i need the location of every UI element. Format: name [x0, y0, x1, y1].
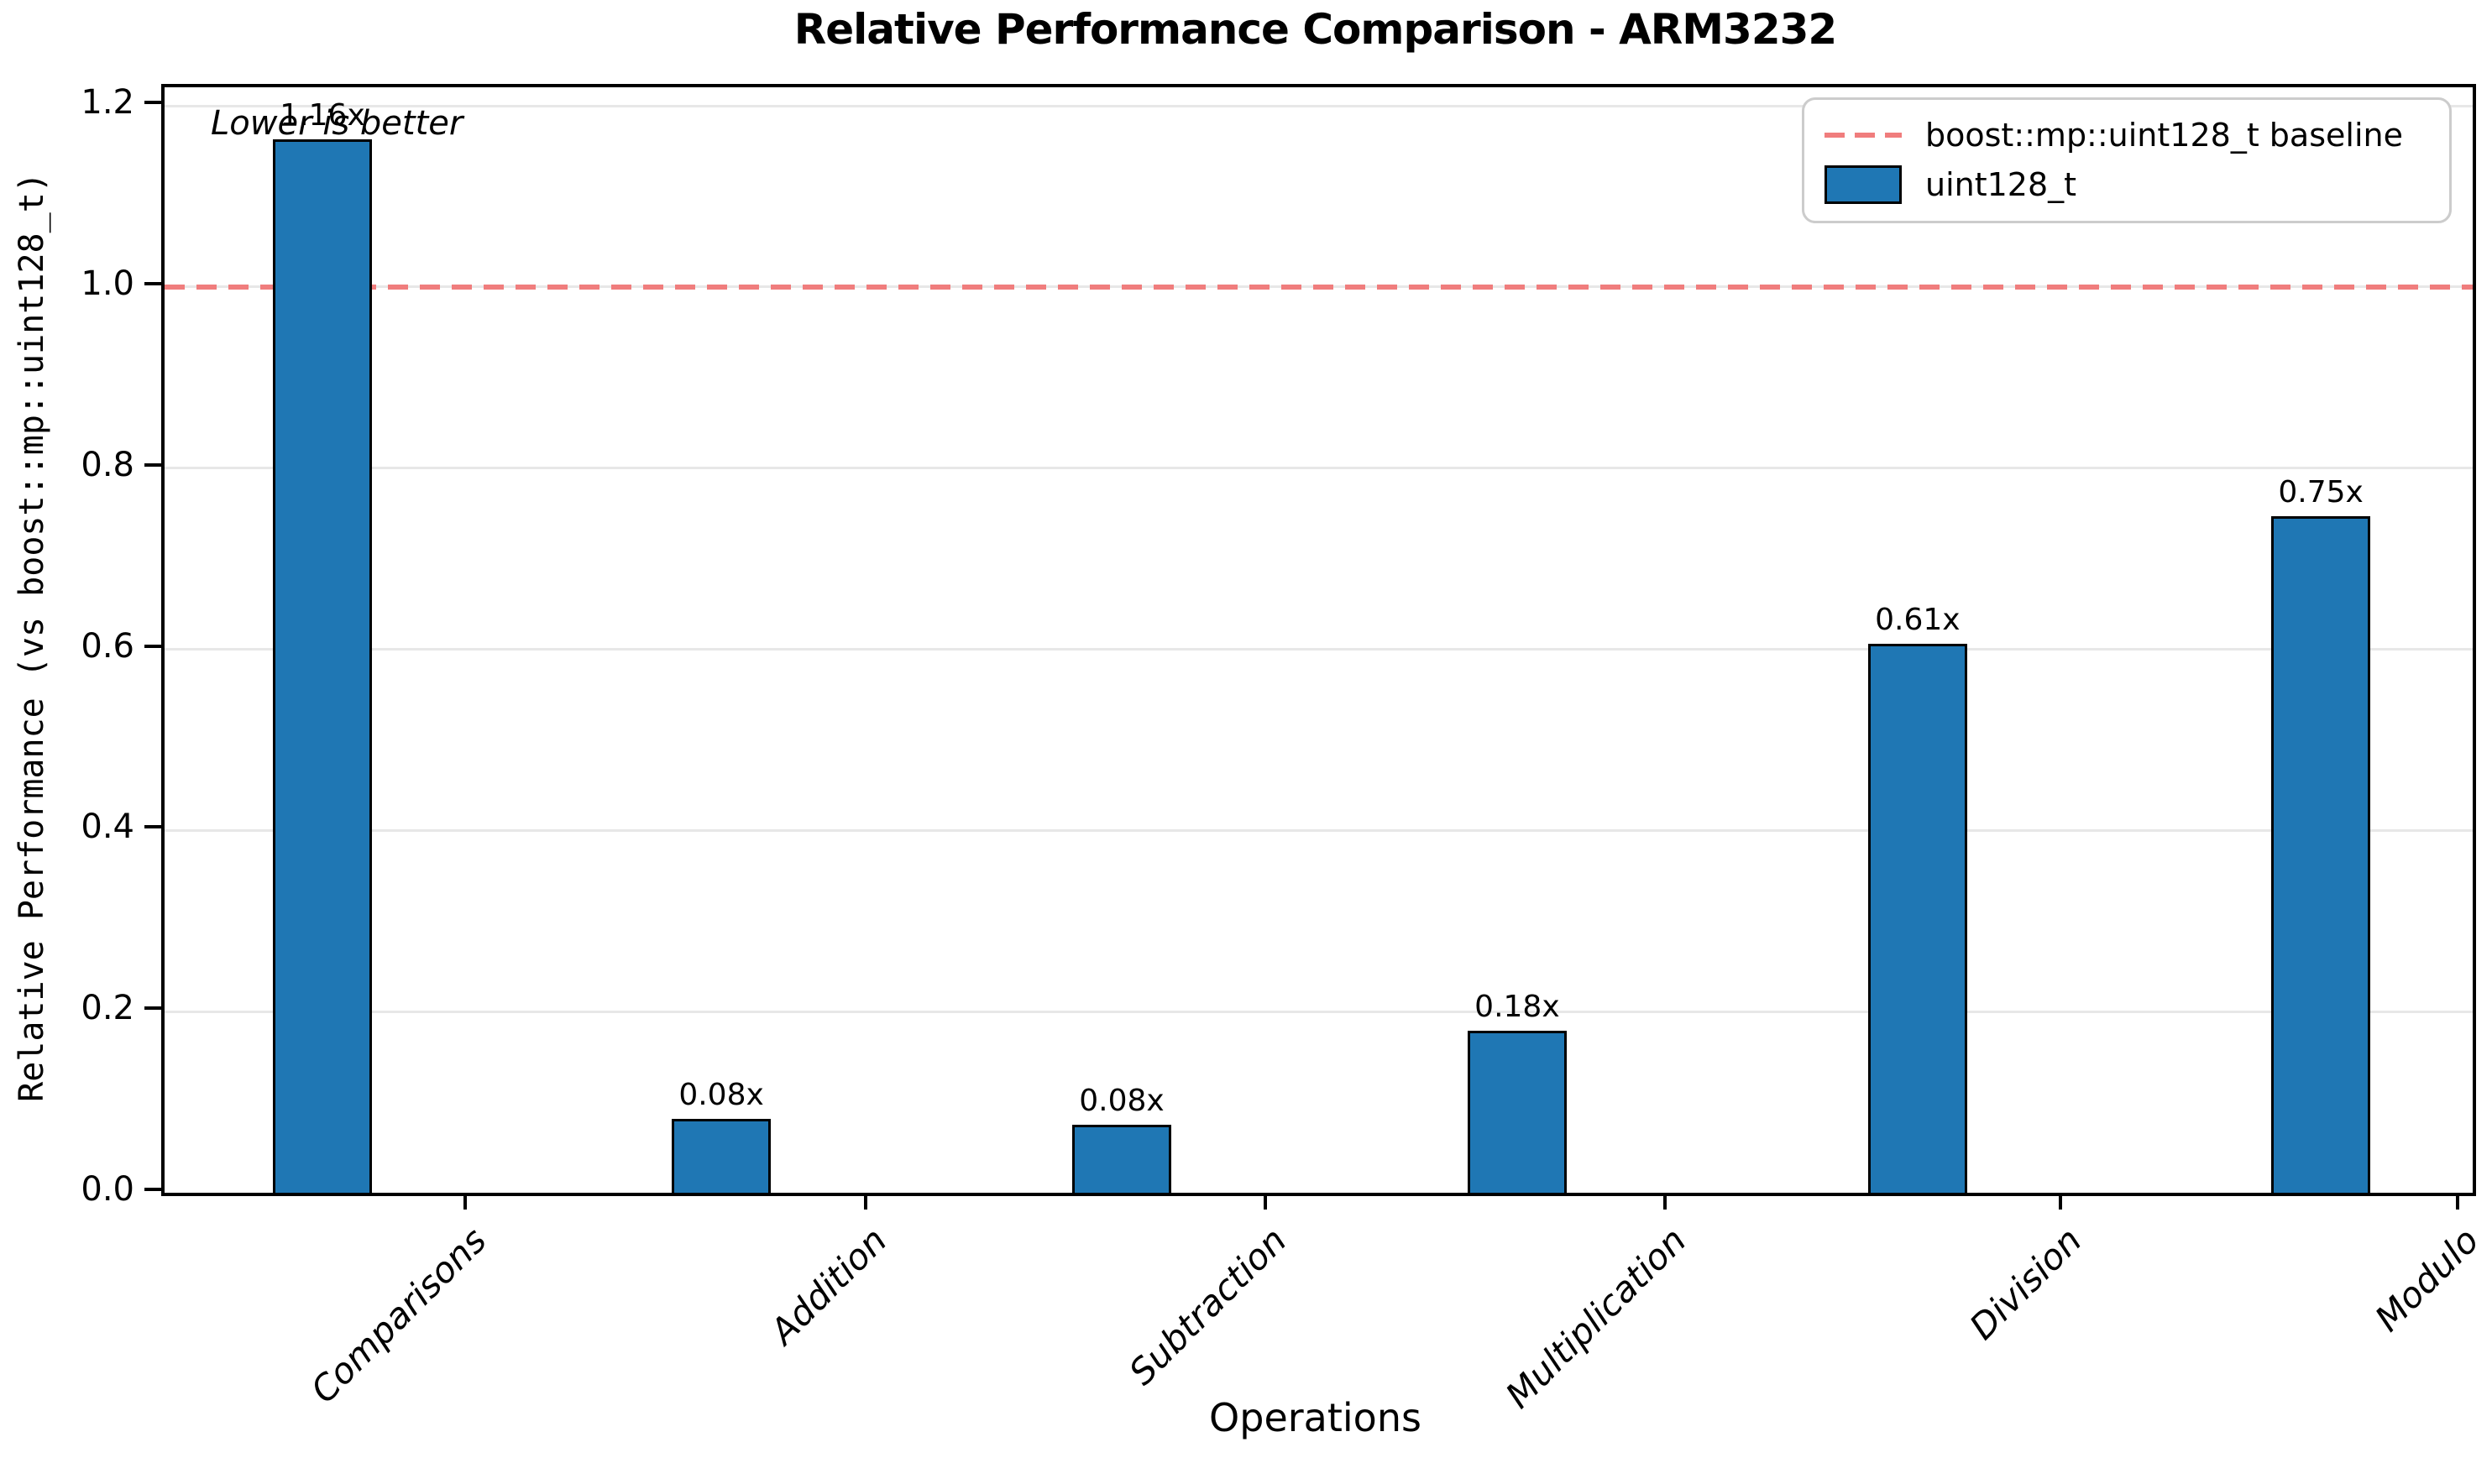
- legend-item-uint128: uint128_t: [1824, 165, 2441, 204]
- y-tick-mark: [144, 462, 161, 467]
- x-category-label-subtraction: Subtraction: [1121, 1220, 1295, 1393]
- y-tick-label: 0.4: [81, 807, 134, 847]
- grid-line: [165, 648, 2473, 651]
- grid-line: [165, 104, 2473, 107]
- grid-line: [165, 828, 2473, 832]
- x-category-label-comparisons: Comparisons: [302, 1220, 495, 1411]
- bar-value-label: 1.16x: [280, 97, 365, 133]
- legend-label-baseline: boost::mp::uint128_t baseline: [1925, 117, 2403, 154]
- uint128-bar-swatch: [1824, 165, 1902, 204]
- bar-addition: [672, 1118, 772, 1193]
- bar-modulo: [2271, 515, 2371, 1193]
- x-axis-label: Operations: [1209, 1395, 1421, 1440]
- grid-line: [165, 1010, 2473, 1013]
- bar-value-label: 0.08x: [1079, 1084, 1165, 1119]
- y-tick-label: 0.2: [81, 989, 134, 1028]
- x-tick-mark: [2058, 1193, 2062, 1210]
- bar-value-label: 0.18x: [1474, 989, 1560, 1024]
- bar-multiplication: [1467, 1030, 1567, 1193]
- legend-item-baseline: boost::mp::uint128_t baseline: [1824, 117, 2441, 154]
- bar-value-label: 0.08x: [678, 1077, 764, 1112]
- bar-value-label: 0.61x: [1875, 603, 1961, 638]
- y-tick-label: 0.0: [81, 1170, 134, 1209]
- bar-subtraction: [1072, 1125, 1171, 1193]
- grid-line: [165, 467, 2473, 470]
- plot-area: Lower is better 1.16x 0.08x 0.08x 0.18x 0.61…: [161, 84, 2476, 1196]
- baseline-dashed-line-swatch: [1824, 133, 1902, 138]
- x-tick-mark: [463, 1193, 468, 1210]
- y-tick-mark: [144, 101, 161, 104]
- y-tick-mark: [144, 281, 161, 285]
- x-category-label-modulo: Modulo: [2367, 1220, 2487, 1340]
- lower-is-better-annotation: Lower is better: [211, 104, 463, 143]
- bar-comparisons: [273, 138, 373, 1193]
- y-tick-mark: [144, 1006, 161, 1011]
- x-tick-mark: [1662, 1193, 1667, 1210]
- y-tick-label: 1.2: [81, 83, 134, 122]
- y-tick-label: 1.0: [81, 264, 134, 303]
- y-tick-label: 0.6: [81, 626, 134, 666]
- y-tick-mark: [144, 1188, 161, 1191]
- chart-title: Relative Performance Comparison - ARM323…: [793, 5, 1837, 54]
- x-category-label-addition: Addition: [762, 1220, 895, 1352]
- y-tick-mark: [144, 825, 161, 829]
- x-category-label-division: Division: [1961, 1220, 2090, 1348]
- legend: boost::mp::uint128_t baseline uint128_t: [1802, 97, 2452, 223]
- y-tick-label: 0.8: [81, 445, 134, 484]
- legend-label-uint128: uint128_t: [1925, 166, 2077, 203]
- x-category-label-multiplication: Multiplication: [1497, 1220, 1694, 1417]
- bar-division: [1867, 644, 1967, 1193]
- x-tick-mark: [863, 1193, 867, 1210]
- baseline-dashed-line: [165, 284, 2473, 290]
- x-tick-mark: [1263, 1193, 1267, 1210]
- bar-value-label: 0.75x: [2278, 474, 2364, 509]
- x-tick-mark: [2455, 1193, 2459, 1210]
- y-tick-mark: [144, 644, 161, 648]
